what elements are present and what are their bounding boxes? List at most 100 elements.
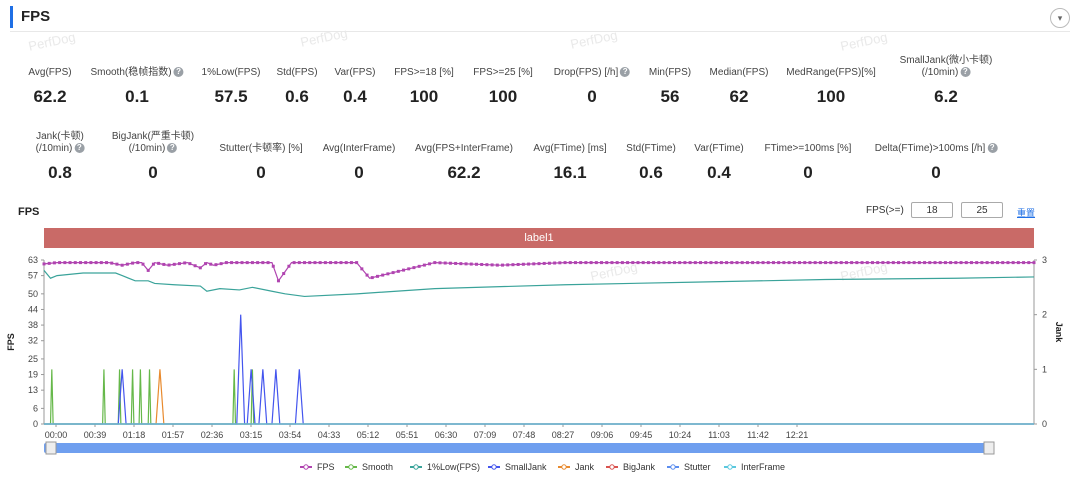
collapse-icon[interactable]: ▾ [1050,8,1070,28]
fps-point [834,261,838,265]
fps-point [474,262,478,266]
help-icon[interactable]: ? [167,143,178,154]
x-tick-label: 11:42 [747,430,769,440]
fps-point [396,269,400,273]
fps-point [1032,261,1036,265]
fps-point [334,261,338,265]
metric-label-text: Avg(InterFrame) [322,143,396,154]
x-tick-label: 01:57 [162,430,185,440]
fps-point [865,261,869,265]
series-line-Smooth [44,369,255,425]
fps-point [240,261,244,265]
fps-point [917,261,921,265]
fps-point [375,274,379,278]
fps-point [704,261,708,265]
fps-point [636,261,640,265]
fps-point [151,262,155,266]
metric-metrics_row1-8: Min(FPS) 56 [649,67,691,107]
metric-label: Delta(FTime)>100ms [/h]? [875,143,998,155]
fps-point [469,262,473,266]
metric-value: 62 [729,87,749,106]
fps-point [110,261,114,265]
fps-point [782,261,786,265]
fps-point [412,266,416,270]
fps-point [761,261,765,265]
fps-point [605,261,609,265]
fps-point [860,261,864,265]
fps-point [1011,261,1015,265]
y2-tick-label: 2 [1042,310,1047,320]
metric-value: 0.6 [639,163,663,182]
series-line-1%Low(FPS) [43,270,1035,298]
fps-point [120,263,124,267]
fps-point [303,261,307,265]
fps-point [714,261,718,265]
fps-point [683,261,687,265]
fps-point [808,261,812,265]
fps-point [886,261,890,265]
fps-point [980,261,984,265]
x-tick-label: 04:33 [318,430,341,440]
fps-point [532,262,536,266]
y-tick-label: 0 [33,419,38,429]
fps-chart[interactable]: 0 6 13 19 25 32 38 44 50 57 63 0 1 2 3 FPS Jank 00:00 00:3… [0,250,1080,479]
x-tick-label: 07:09 [474,430,497,440]
y-tick-label: 50 [28,289,38,299]
metric-label-text: FPS>=25 [%] [473,67,533,78]
fps-point [339,261,343,265]
fps-point [844,261,848,265]
metric-label-unit-text: (/10min) [128,143,166,154]
x-tick-label: 05:12 [357,430,380,440]
fps-point [167,263,171,267]
metric-label-unit: (/10min)? [900,67,993,79]
fps-threshold-input-2[interactable]: 25 [961,202,1003,218]
fps-point [245,261,249,265]
metric-label-text: MedRange(FPS)[%] [786,67,876,78]
metric-label: Avg(FPS) [28,67,71,79]
fps-point [323,261,327,265]
fps-point [52,261,56,265]
fps-point [996,261,1000,265]
legend-marker [491,464,497,470]
fps-point [177,262,181,266]
fps-point [990,261,994,265]
metric-label: BigJank(严重卡顿) [112,131,194,143]
metric-label: Jank(卡顿) [36,131,85,143]
fps-point [928,261,932,265]
label-bar[interactable]: label1 [44,228,1034,248]
fps-point [975,261,979,265]
fps-point [136,261,140,265]
x-tick-label: 08:27 [552,430,575,440]
fps-point [725,261,729,265]
reset-link[interactable]: 重置 [1017,208,1036,218]
metric-metrics_row2-6: Std(FTime) 0.6 [626,143,676,183]
fps-point [740,261,744,265]
y-tick-label: 32 [28,336,38,346]
fps-point [553,261,557,265]
fps-point [365,273,369,277]
legend-label: BigJank [623,462,656,472]
series-line-SmallJank [44,314,1034,425]
metric-label: FTime>=100ms [%] [765,143,852,155]
metric-value: 100 [409,87,439,106]
metric-metrics_row1-10: MedRange(FPS)[%] 100 [786,67,875,107]
fps-point [480,262,484,266]
fps-point [219,262,223,266]
metric-value: 6.2 [934,87,958,106]
fps-point [657,261,661,265]
fps-threshold-input-1[interactable]: 18 [911,202,953,218]
x-tick-label: 02:36 [201,430,224,440]
help-icon[interactable]: ? [620,67,631,78]
fps-point [943,261,947,265]
fps-point [183,261,187,265]
metric-label-text: Avg(FPS) [28,67,72,78]
fps-point [798,261,802,265]
watermark: PerfDog [26,29,77,54]
help-icon[interactable]: ? [960,67,971,78]
legend-marker [348,464,354,470]
help-icon[interactable]: ? [987,143,998,154]
fps-filter-label: FPS(>=) [866,205,904,216]
fps-point [766,261,770,265]
help-icon[interactable]: ? [173,67,184,78]
help-icon[interactable]: ? [74,143,85,154]
